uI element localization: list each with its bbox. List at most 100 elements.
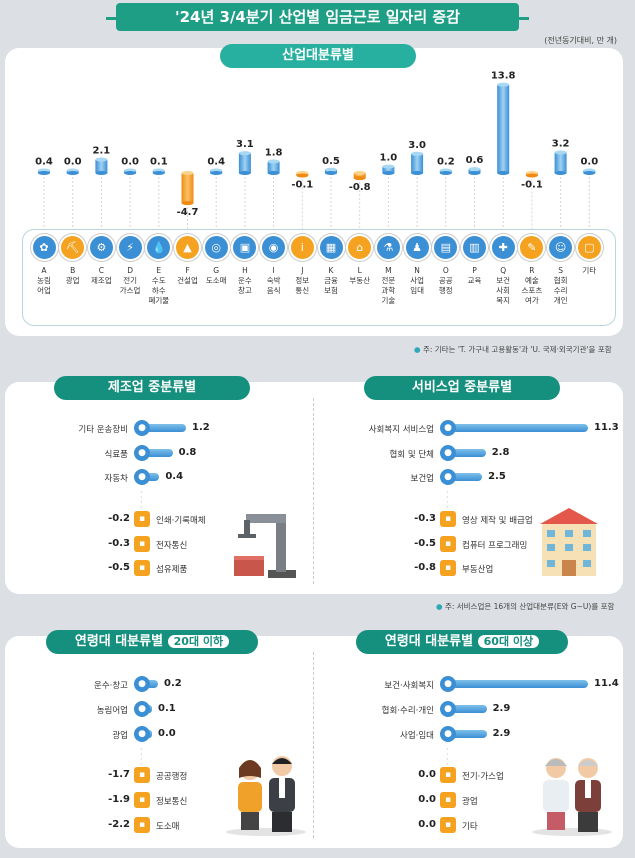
bar-cap [325,167,337,172]
neg-label: 광업 [462,797,478,807]
category-icon: ▪ [134,767,150,783]
bar-value-label: 1.0 [380,153,398,164]
hbar [146,680,158,688]
bar-base [411,171,424,175]
bar-base [497,171,510,175]
neg-value: -0.3 [414,513,436,524]
category-19: ▢ 기타 [575,234,603,276]
hbar [452,705,487,713]
note-other: ● 주: 기타는 'T. 가구내 고용활동'과 'U. 국제·외국기관'을 포함 [414,345,612,354]
bar-base [554,171,567,175]
category-8: ◉ I 숙박 음식 [260,234,288,296]
house-icon: ⌂ [346,234,374,261]
note-service: ● 주: 서비스업은 16개의 산업대분류(E와 G~U)를 포함 [436,602,615,611]
book-icon: ▥ [461,234,488,261]
hbar-label: 협회 및 단체 [389,449,434,460]
hbar-label: 보건업 [410,474,434,484]
basket-icon: ◎ [202,234,230,261]
bar-2 [95,159,108,173]
category-label: 기타 [582,266,597,275]
bank-icon: ▦ [317,234,345,261]
neg-label: 부동산업 [462,565,494,575]
category-icon: ▪ [440,560,456,576]
neg-label: 섬유제품 [156,565,188,575]
bar-base [95,171,108,175]
neg-label: 전자통신 [156,540,188,551]
category-4: 💧 E 수도 하수 폐기물 [145,234,173,306]
bar-base [353,176,366,181]
bar-12 [382,166,395,173]
bar-base [152,171,165,175]
bar-value-label: 0.6 [466,155,484,166]
industry-title: 산업대분류별 [220,44,416,68]
neg-label: 영상 제작 및 배급업 [462,516,533,526]
neg-value: -2.2 [108,819,130,830]
hbar-label: 식료품 [104,449,128,460]
category-9: i J 정보 통신 [288,234,316,296]
bar-11 [353,173,366,179]
neg-value: -1.9 [108,794,130,805]
category-12: ⚗ M 전문 과학 기술 [374,234,402,306]
category-icon: ● [134,676,150,692]
category-icon: ▪ [134,792,150,808]
sub-card [5,382,623,594]
mining-icon: ⛏ [59,234,87,261]
service-title: 서비스업 중분류별 [364,376,560,400]
bar-base [296,173,309,178]
bar-value-label: -0.8 [349,182,371,193]
category-17: ✎ R 예술 스포츠 여가 [518,234,546,306]
gear-icon: ⚙ [87,234,115,261]
bar-base [439,171,452,175]
category-icon: ● [440,726,456,742]
category-icon: ● [440,469,456,485]
category-icon: ● [134,726,150,742]
category-icon: ▪ [134,817,150,833]
category-10: ▦ K 금융 보험 [317,234,345,296]
category-13: ♟ N 사업 임대 [403,234,431,296]
bar-value-label: 3.0 [408,140,426,151]
young-workers-illustration [226,756,306,836]
bar-cap [497,82,510,87]
category-label: F 건설업 [177,266,198,285]
hbar [452,424,588,432]
bar-value-label: 3.2 [552,139,570,150]
category-16: ✚ Q 보건 사회 복지 [489,234,517,306]
hbar-label: 운수·창고 [94,681,128,691]
category-icon: ▪ [134,535,150,552]
neg-value: 0.0 [418,769,436,780]
neg-label: 도소매 [156,822,180,832]
category-icon: ▪ [440,792,456,808]
category-label: A 농림 어업 [37,266,51,295]
hbar-label: 광업 [112,731,128,741]
senior-workers-illustration [532,758,612,836]
bar-5 [181,173,194,204]
bar-base [66,171,79,175]
category-11: ⌂ L 부동산 [346,234,374,286]
neg-label: 컴퓨터 프로그래밍 [462,540,528,551]
category-label: O 공공 행정 [438,266,453,295]
bar-8 [267,161,280,173]
bar-base [325,171,337,175]
medical-icon: ✚ [489,234,517,261]
bar-cap [95,157,108,162]
category-icon: ▪ [440,817,456,833]
hbar-label: 보건·사회복지 [384,681,434,691]
bar-13 [411,153,424,173]
hbar-value: 11.4 [594,678,619,689]
category-15: ▥ P 교육 [461,234,488,286]
category-label: B 광업 [65,266,80,285]
hbar [452,448,486,457]
hbar-value: 2.5 [488,471,506,482]
robot-arm-illustration [234,514,296,578]
bar-base [124,171,137,175]
hbar-label: 기타 운송장비 [78,425,128,435]
age20-title: 연령대 대분류별 20대 이하 [46,630,258,654]
category-18: ☺ S 협회 수리 개인 [547,234,575,306]
bar-base [382,171,395,175]
hbar-value: 11.3 [594,422,619,433]
group-icon: ☺ [547,234,575,261]
category-label: P 교육 [467,266,482,285]
bar-value-label: 0.0 [121,157,139,168]
category-2: ⚙ C 제조업 [87,234,115,286]
bar-value-label: 2.1 [93,146,111,157]
